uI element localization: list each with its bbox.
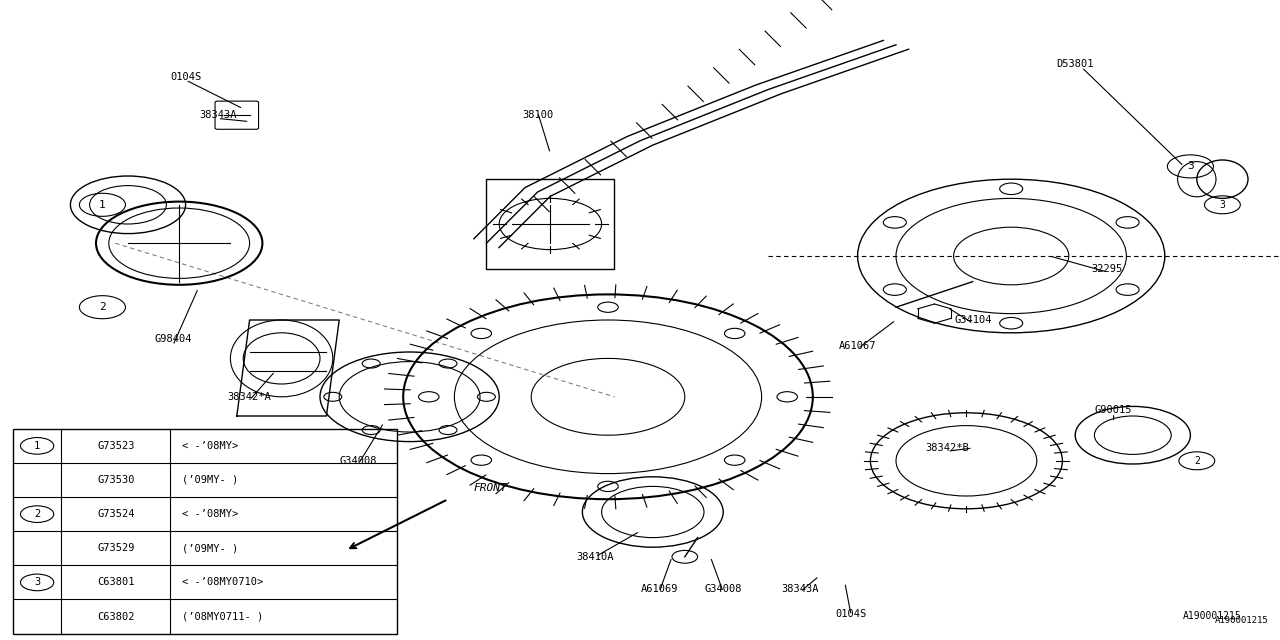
Text: 38343A: 38343A: [198, 110, 237, 120]
Text: (’09MY- ): (’09MY- ): [182, 543, 238, 553]
Text: A61069: A61069: [640, 584, 678, 594]
Text: A190001215: A190001215: [1183, 611, 1242, 621]
Text: 1: 1: [99, 200, 106, 210]
Text: 3: 3: [35, 577, 40, 588]
Text: A190001215: A190001215: [1215, 616, 1268, 625]
Text: 32295: 32295: [1092, 264, 1123, 274]
Text: A61067: A61067: [838, 340, 877, 351]
Text: 0104S: 0104S: [170, 72, 201, 82]
Text: 38342*A: 38342*A: [228, 392, 271, 402]
Text: (’09MY- ): (’09MY- ): [182, 475, 238, 485]
Text: 2: 2: [35, 509, 40, 519]
Text: 3: 3: [1187, 161, 1194, 172]
Text: D53801: D53801: [1056, 59, 1094, 69]
Text: 1: 1: [35, 441, 40, 451]
Text: G73523: G73523: [97, 441, 134, 451]
Text: FRONT: FRONT: [474, 483, 507, 493]
Bar: [486, 179, 614, 269]
Text: G73530: G73530: [97, 475, 134, 485]
Text: 38342*B: 38342*B: [925, 443, 969, 453]
Bar: [13, 429, 397, 634]
Text: 3: 3: [1220, 200, 1225, 210]
Text: < -’08MY>: < -’08MY>: [182, 441, 238, 451]
Text: G34008: G34008: [704, 584, 742, 594]
Text: (’08MY0711- ): (’08MY0711- ): [182, 612, 262, 621]
Text: 2: 2: [99, 302, 106, 312]
Text: G98404: G98404: [154, 334, 192, 344]
Text: G73524: G73524: [97, 509, 134, 519]
Text: 38100: 38100: [522, 110, 553, 120]
Text: 38410A: 38410A: [576, 552, 614, 562]
Text: 0104S: 0104S: [836, 609, 867, 620]
Text: 38343A: 38343A: [781, 584, 819, 594]
Text: 2: 2: [1194, 456, 1199, 466]
Text: < -’08MY0710>: < -’08MY0710>: [182, 577, 262, 588]
Text: C63802: C63802: [97, 612, 134, 621]
Text: G90015: G90015: [1094, 404, 1133, 415]
Text: G73529: G73529: [97, 543, 134, 553]
Text: G34104: G34104: [954, 315, 992, 325]
Text: G34008: G34008: [339, 456, 378, 466]
Text: C63801: C63801: [97, 577, 134, 588]
Text: < -’08MY>: < -’08MY>: [182, 509, 238, 519]
